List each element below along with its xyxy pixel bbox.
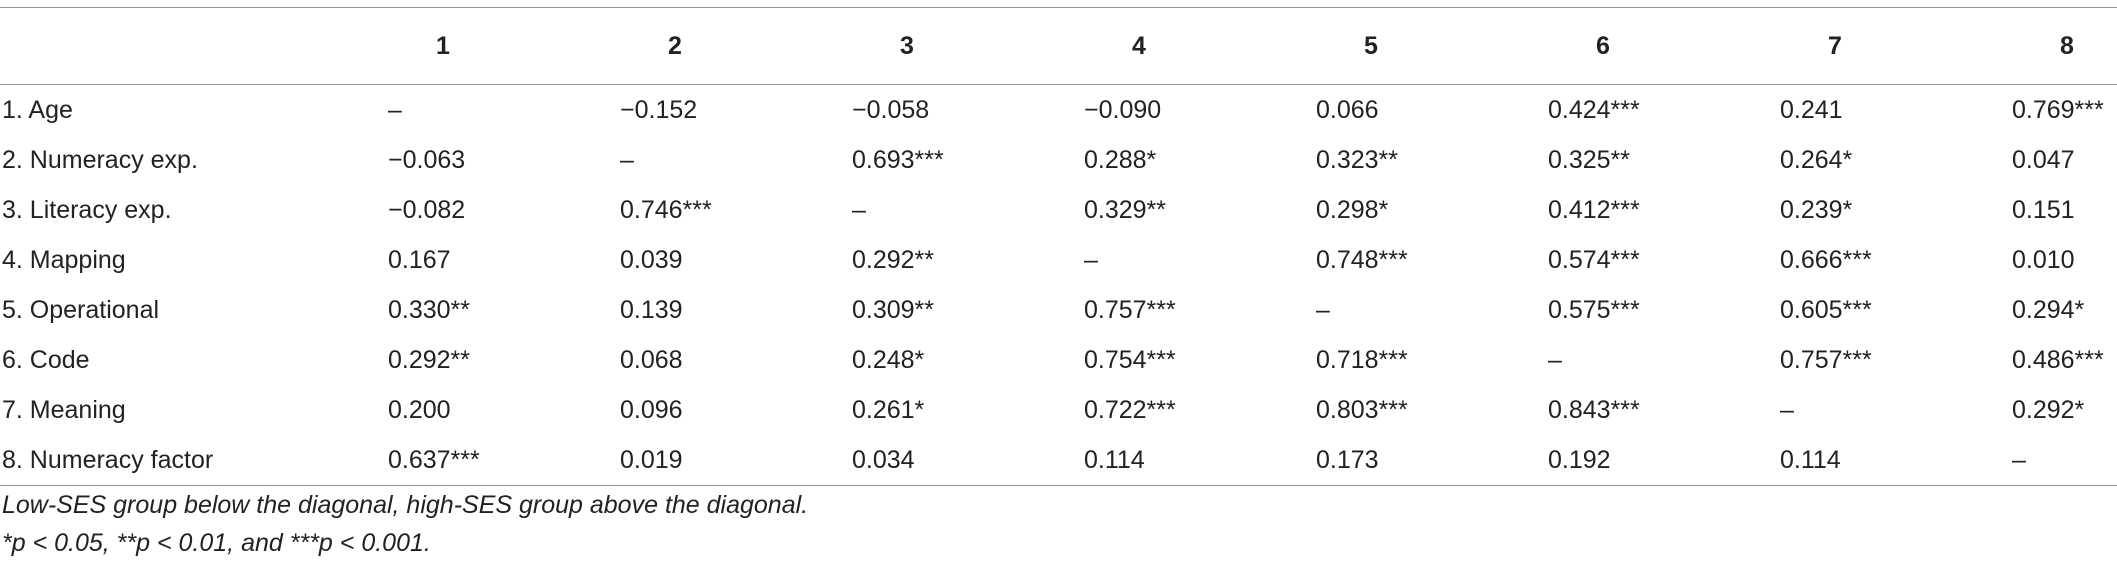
table-cell: 0.010 [2012, 245, 2075, 274]
page: 1 2 3 4 5 6 7 8 1. Age – −0.152 −0.058 −0.090 0.066 0… [0, 7, 2117, 565]
row-label: 6. Code [2, 345, 90, 374]
table-cell: −0.063 [388, 145, 466, 174]
table-cell: – [388, 95, 402, 124]
table-cell: 0.114 [1084, 445, 1145, 474]
table-cell: – [620, 145, 634, 174]
table-cell: −0.082 [388, 195, 466, 224]
table-cell: 0.167 [388, 245, 451, 274]
table-cell: 0.047 [2012, 145, 2075, 174]
table-cell: 0.757*** [1084, 295, 1176, 324]
table-row: 6. Code 0.292** 0.068 0.248* 0.754*** 0.718**… [0, 335, 2117, 385]
column-header: 3 [900, 31, 914, 60]
header-cell [0, 8, 388, 85]
table-cell: −0.090 [1084, 95, 1162, 124]
table-cell: – [852, 195, 866, 224]
table-cell: 0.192 [1548, 445, 1611, 474]
table-cell: 0.605*** [1780, 295, 1872, 324]
table-cell: 0.264* [1780, 145, 1853, 174]
table-cell: 0.757*** [1780, 345, 1872, 374]
table-row: 1. Age – −0.152 −0.058 −0.090 0.066 0.424*** 0.… [0, 85, 2117, 136]
table-cell: 0.298* [1316, 195, 1389, 224]
column-header: 8 [2060, 31, 2074, 60]
table-cell: 0.754*** [1084, 345, 1176, 374]
table-cell: 0.151 [2012, 195, 2075, 224]
table-cell: 0.843*** [1548, 395, 1640, 424]
table-cell: 0.248* [852, 345, 925, 374]
table-cell: 0.039 [620, 245, 683, 274]
row-label: 3. Literacy exp. [2, 195, 172, 224]
row-label: 4. Mapping [2, 245, 126, 274]
table-cell: −0.152 [620, 95, 698, 124]
table-cell: 0.424*** [1548, 95, 1640, 124]
table-cell: 0.325** [1548, 145, 1631, 174]
table-cell: 0.746*** [620, 195, 712, 224]
table-cell: 0.261* [852, 395, 925, 424]
table-cell: 0.139 [620, 295, 683, 324]
table-cell: 0.769*** [2012, 95, 2104, 124]
footnote: Low-SES group below the diagonal, high-S… [2, 491, 809, 519]
table-cell: −0.058 [852, 95, 930, 124]
table-cell: 0.329** [1084, 195, 1167, 224]
table-cell: 0.718*** [1316, 345, 1408, 374]
table-row: 7. Meaning 0.200 0.096 0.261* 0.722*** 0.803*… [0, 385, 2117, 435]
row-label: 7. Meaning [2, 395, 126, 424]
table-cell: 0.096 [620, 395, 683, 424]
table-row: 5. Operational 0.330** 0.139 0.309** 0.757**… [0, 285, 2117, 335]
table-cell: 0.288* [1084, 145, 1157, 174]
table-cell: 0.019 [620, 445, 683, 474]
table-cell: 0.693*** [852, 145, 944, 174]
table-cell: 0.173 [1316, 445, 1379, 474]
table-row: 4. Mapping 0.167 0.039 0.292** – 0.748*** 0.57… [0, 235, 2117, 285]
table-cell: – [1084, 245, 1098, 274]
column-header: 5 [1364, 31, 1378, 60]
table-cell: 0.034 [852, 445, 915, 474]
table-cell: 0.412*** [1548, 195, 1640, 224]
table-cell: – [2012, 445, 2026, 474]
table-row: 3. Literacy exp. −0.082 0.746*** – 0.329** 0.… [0, 185, 2117, 235]
table-cell: 0.241 [1780, 95, 1843, 124]
column-header: 1 [436, 31, 450, 60]
table-cell: – [1780, 395, 1794, 424]
table-cell: 0.239* [1780, 195, 1853, 224]
column-header: 6 [1596, 31, 1610, 60]
correlation-table: 1 2 3 4 5 6 7 8 1. Age – −0.152 −0.058 −0.090 0.066 0… [0, 7, 2117, 486]
row-label: 8. Numeracy factor [2, 445, 214, 474]
table-cell: 0.722*** [1084, 395, 1176, 424]
table-cell: 0.200 [388, 395, 451, 424]
header-row: 1 2 3 4 5 6 7 8 [0, 7, 2117, 85]
table-cell: 0.575*** [1548, 295, 1640, 324]
table-cell: 0.748*** [1316, 245, 1408, 274]
row-label: 1. Age [2, 95, 73, 124]
table-cell: 0.294* [2012, 295, 2085, 324]
table-cell: 0.292** [852, 245, 935, 274]
table-cell: 0.803*** [1316, 395, 1408, 424]
footnote: *p < 0.05, **p < 0.01, and ***p < 0.001. [2, 529, 431, 557]
row-label: 5. Operational [2, 295, 160, 324]
table-row: 8. Numeracy factor 0.637*** 0.019 0.034 0.11… [0, 435, 2117, 486]
column-header: 7 [1828, 31, 1842, 60]
row-label: 2. Numeracy exp. [2, 145, 198, 174]
table-cell: 0.486*** [2012, 345, 2104, 374]
column-header: 2 [668, 31, 682, 60]
table-cell: 0.666*** [1780, 245, 1872, 274]
table-cell: 0.292** [388, 345, 471, 374]
table-cell: – [1548, 345, 1562, 374]
table-cell: 0.330** [388, 295, 471, 324]
table-cell: 0.637*** [388, 445, 480, 474]
table-cell: – [1316, 295, 1330, 324]
table-cell: 0.323** [1316, 145, 1399, 174]
column-header: 4 [1132, 31, 1146, 60]
table-cell: 0.309** [852, 295, 935, 324]
table-row: 2. Numeracy exp. −0.063 – 0.693*** 0.288* 0.3… [0, 135, 2117, 185]
table-cell: 0.114 [1780, 445, 1841, 474]
table-cell: 0.068 [620, 345, 683, 374]
table-cell: 0.066 [1316, 95, 1379, 124]
table-cell: 0.574*** [1548, 245, 1640, 274]
notes: Low-SES group below the diagonal, high-S… [0, 486, 2117, 562]
table-cell: 0.292* [2012, 395, 2085, 424]
